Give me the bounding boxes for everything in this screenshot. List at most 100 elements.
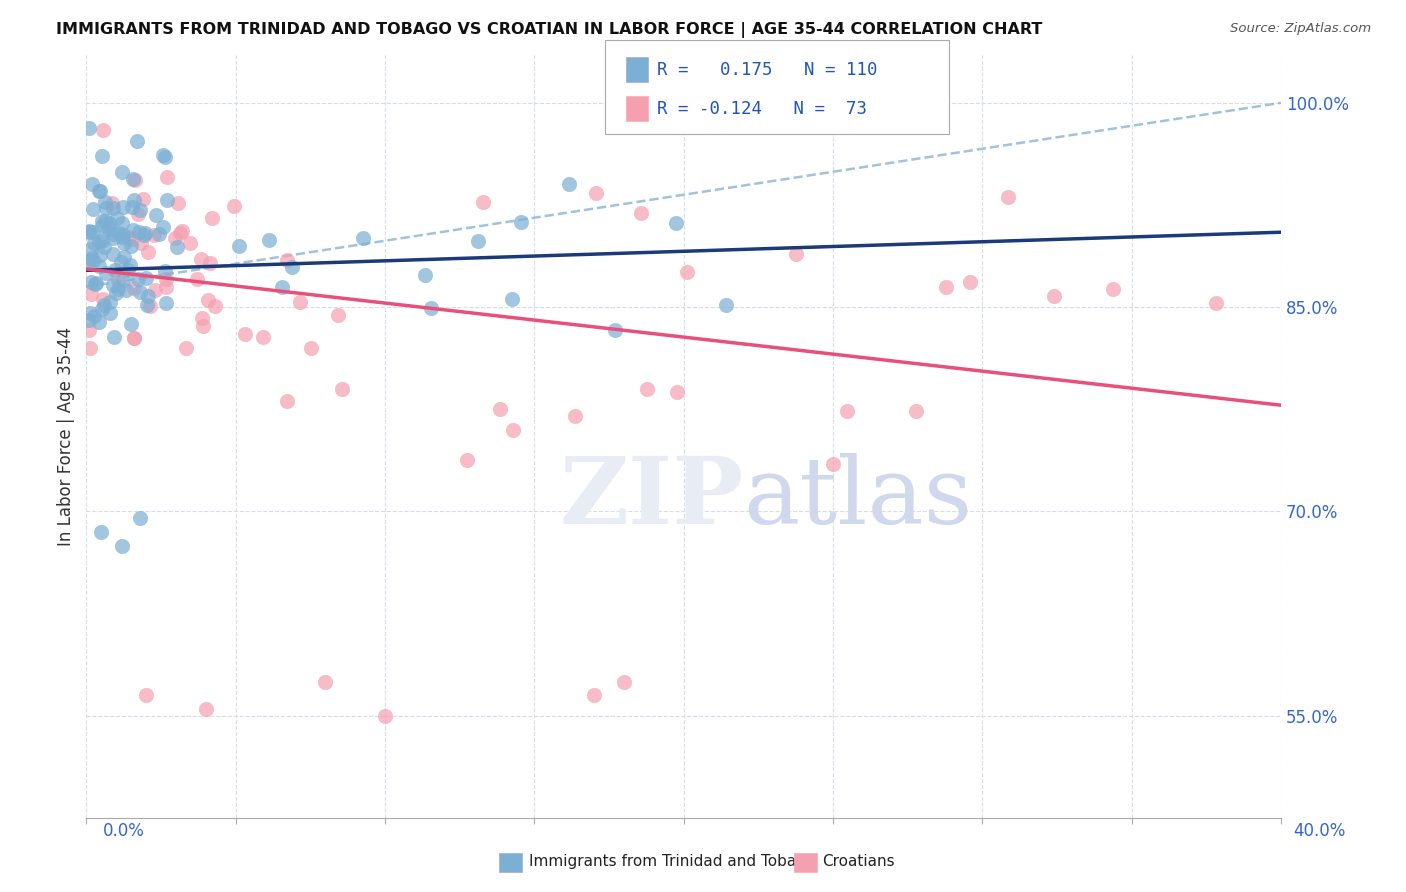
Text: Source: ZipAtlas.com: Source: ZipAtlas.com [1230,22,1371,36]
Text: 0.0%: 0.0% [103,822,145,840]
Point [785,247,807,261]
Point [835,404,858,418]
Point [111,216,134,230]
Point [83,309,105,323]
Point [613,674,636,689]
Point [103,202,125,216]
Point [89,248,111,262]
Point [128,225,150,239]
Point [222,199,245,213]
Point [82,225,104,239]
Point [501,292,523,306]
Point [90,214,112,228]
Point [91,123,114,137]
Point [94,214,117,228]
Point [413,268,436,282]
Point [122,193,145,207]
Point [156,169,179,184]
Point [82,254,104,268]
Point [1042,289,1064,303]
Point [374,708,396,723]
Point [112,227,135,242]
Point [665,216,688,230]
Point [299,341,322,355]
Point [330,382,353,396]
Point [82,202,104,216]
Point [201,211,224,225]
Point [132,227,155,242]
Y-axis label: In Labor Force | Age 35-44: In Labor Force | Age 35-44 [58,327,75,546]
Point [204,299,226,313]
Point [127,272,149,286]
Point [603,323,626,337]
Text: IMMIGRANTS FROM TRINIDAD AND TOBAGO VS CROATIAN IN LABOR FORCE | AGE 35-44 CORRE: IMMIGRANTS FROM TRINIDAD AND TOBAGO VS C… [56,22,1043,38]
Point [80,286,103,301]
Text: ZIP: ZIP [560,452,744,542]
Point [510,215,533,229]
Point [91,293,114,307]
Point [79,243,101,257]
Point [155,295,177,310]
Point [276,393,298,408]
Point [108,227,131,241]
Point [186,272,208,286]
Point [94,201,117,215]
Point [252,330,274,344]
Point [821,457,844,471]
Point [77,225,100,239]
Point [148,227,170,241]
Point [103,227,125,241]
Point [105,211,128,225]
Point [155,150,177,164]
Point [80,251,103,265]
Point [122,281,145,295]
Point [79,306,101,320]
Point [117,230,139,244]
Point [77,224,100,238]
Point [110,255,132,269]
Point [124,173,146,187]
Point [77,254,100,268]
Point [111,230,134,244]
Point [77,312,100,326]
Point [125,135,148,149]
Point [166,240,188,254]
Point [90,234,112,248]
Point [352,230,374,244]
Point [121,172,143,186]
Point [77,322,100,336]
Point [107,273,129,287]
Point [103,330,125,344]
Point [176,341,198,355]
Point [190,252,212,266]
Text: R =   0.175   N = 110: R = 0.175 N = 110 [657,61,877,78]
Point [89,184,111,198]
Text: Immigrants from Trinidad and Tobago: Immigrants from Trinidad and Tobago [529,855,815,869]
Point [905,404,928,418]
Point [156,193,179,207]
Point [471,194,494,209]
Point [959,275,981,289]
Point [197,293,219,307]
Point [167,196,190,211]
Point [564,409,586,424]
Point [87,259,110,273]
Point [716,297,738,311]
Point [112,273,135,287]
Point [103,277,125,292]
Point [233,327,256,342]
Point [134,227,156,241]
Point [127,207,149,221]
Point [77,121,100,136]
Text: Croatians: Croatians [823,855,896,869]
Point [129,511,152,525]
Point [105,286,128,301]
Point [152,148,174,162]
Point [120,238,142,252]
Point [165,231,187,245]
Point [143,283,166,297]
Point [97,221,120,235]
Point [131,192,153,206]
Point [326,308,349,322]
Point [155,271,177,285]
